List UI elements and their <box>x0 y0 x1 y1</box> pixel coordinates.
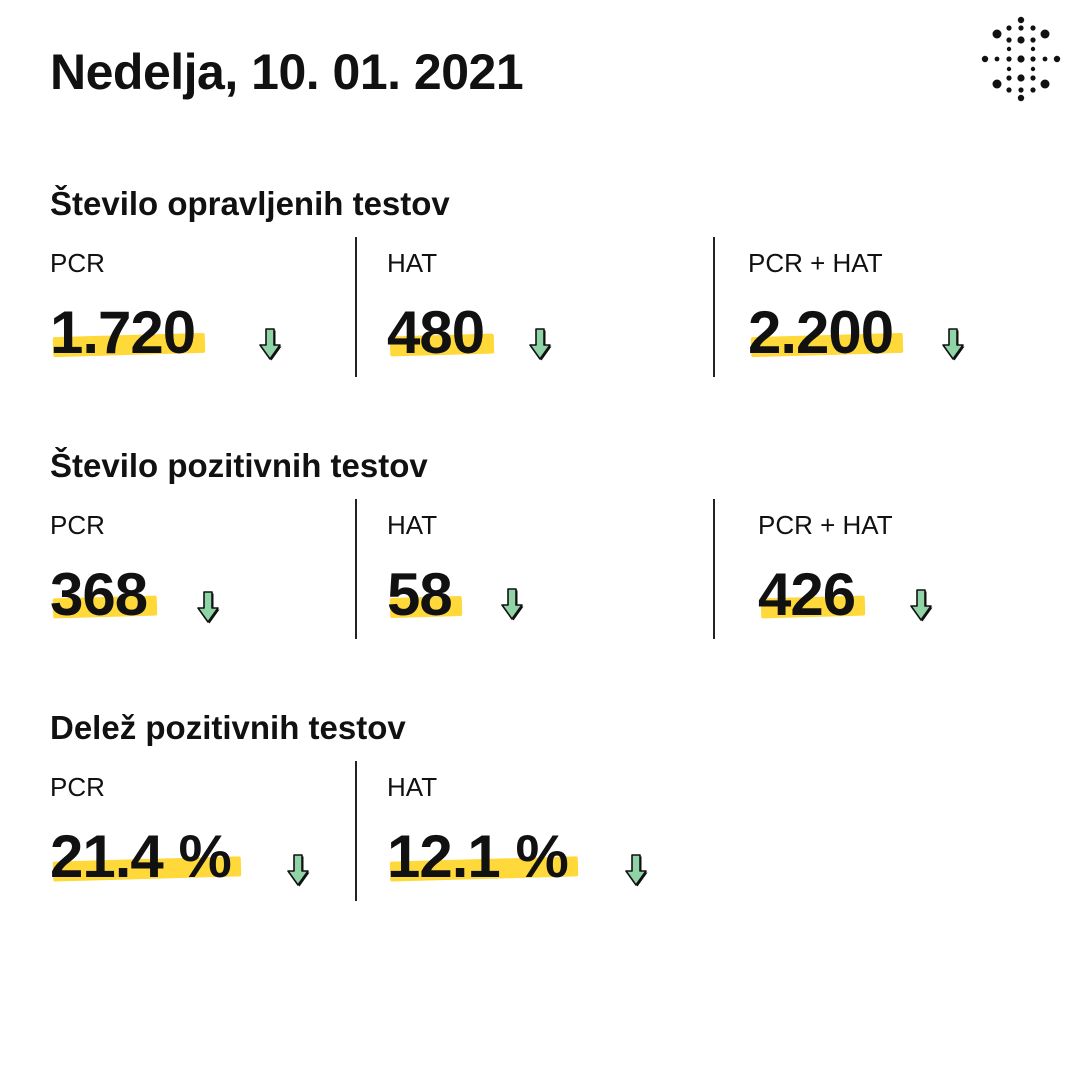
stat-label: PCR <box>50 248 105 278</box>
stat-value: 2.200 <box>748 299 894 366</box>
stat-label: PCR <box>50 510 105 540</box>
stat-value: 58 <box>387 561 453 628</box>
arrow-down-icon <box>942 328 966 362</box>
column-divider <box>713 237 715 377</box>
stat-label: HAT <box>387 510 438 540</box>
stat-value: 368 <box>50 561 148 628</box>
column-divider <box>713 499 715 639</box>
stat-cell-pcr-share: PCR 21.4 % <box>50 761 380 901</box>
stat-label: PCR <box>50 772 105 802</box>
page-title: Nedelja, 10. 01. 2021 <box>50 44 524 100</box>
stat-cell-total-positive: PCR + HAT 426 <box>758 499 1080 639</box>
dots-logo-icon <box>981 16 1061 102</box>
stat-value-wrap: 2.200 <box>748 299 904 371</box>
stat-value-wrap: 480 <box>387 299 495 371</box>
stat-value-wrap: 21.4 % <box>50 823 242 895</box>
section-title-positive-share: Delež pozitivnih testov <box>50 709 406 746</box>
stat-value: 1.720 <box>50 299 196 366</box>
stat-cell-hat-tests: HAT 480 <box>387 237 717 377</box>
stat-cell-hat-positive: HAT 58 <box>387 499 717 639</box>
stat-value-wrap: 1.720 <box>50 299 206 371</box>
column-divider <box>355 237 357 377</box>
arrow-down-icon <box>625 854 649 888</box>
stat-value-wrap: 426 <box>758 561 866 633</box>
arrow-down-icon <box>287 854 311 888</box>
arrow-down-icon <box>259 328 283 362</box>
stat-cell-hat-share: HAT 12.1 % <box>387 761 717 901</box>
stat-cell-pcr-tests: PCR 1.720 <box>50 237 380 377</box>
stat-value: 480 <box>387 299 485 366</box>
stat-value: 21.4 % <box>50 823 232 890</box>
stat-label: HAT <box>387 772 438 802</box>
stat-value-wrap: 368 <box>50 561 158 633</box>
stat-cell-pcr-positive: PCR 368 <box>50 499 380 639</box>
stat-value: 426 <box>758 561 856 628</box>
arrow-down-icon <box>501 588 525 622</box>
column-divider <box>355 761 357 901</box>
arrow-down-icon <box>529 328 553 362</box>
column-divider <box>355 499 357 639</box>
arrow-down-icon <box>910 589 934 623</box>
stat-value: 12.1 % <box>387 823 569 890</box>
stat-value-wrap: 12.1 % <box>387 823 579 895</box>
stat-label: PCR + HAT <box>758 510 893 540</box>
section-title-positive-tests: Število pozitivnih testov <box>50 447 428 484</box>
arrow-down-icon <box>197 591 221 625</box>
stat-label: HAT <box>387 248 438 278</box>
stat-cell-total-tests: PCR + HAT 2.200 <box>748 237 1078 377</box>
section-title-tests-performed: Število opravljenih testov <box>50 185 450 222</box>
stat-label: PCR + HAT <box>748 248 883 278</box>
stat-value-wrap: 58 <box>387 561 463 633</box>
